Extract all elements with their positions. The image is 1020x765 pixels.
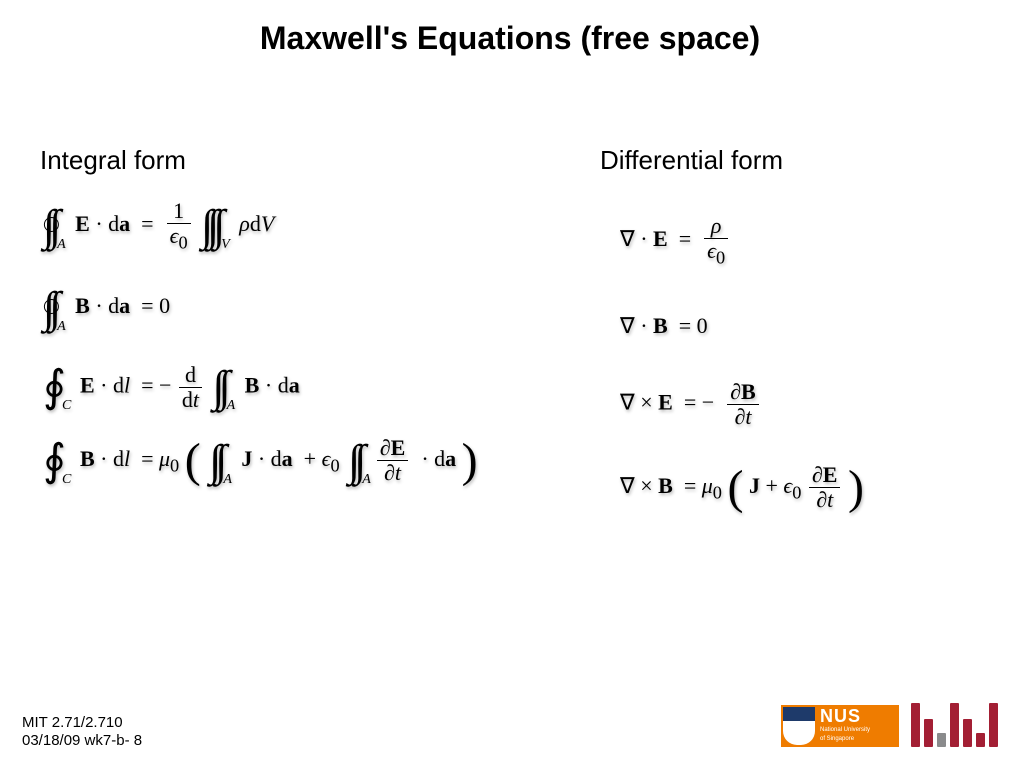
nus-logo-subtext-2: of Singapore bbox=[820, 736, 870, 743]
mit-logo bbox=[911, 703, 998, 747]
mit-logo-bar bbox=[911, 703, 920, 747]
nus-logo-text: NUS bbox=[820, 707, 870, 725]
left-column-heading-wrap: Integral form bbox=[40, 145, 600, 176]
faraday-law-integral: ∮C E · dl = − d dt ∫∫A B · da bbox=[40, 364, 580, 411]
gauss-law-magnetic-differential: ∇ · B = 0 bbox=[620, 315, 980, 337]
slide-footer: MIT 2.71/2.710 03/18/09 wk7-b- 8 bbox=[22, 714, 142, 750]
lecture-slide: Maxwell's Equations (free space) Integra… bbox=[0, 0, 1020, 765]
gauss-law-electric-differential: ∇ · E = ρ ϵ0 bbox=[620, 215, 980, 267]
nus-crest-icon bbox=[783, 707, 815, 745]
mit-logo-bar bbox=[976, 733, 985, 747]
right-column-heading-wrap: Differential form bbox=[600, 145, 980, 176]
footer-course: MIT 2.71/2.710 bbox=[22, 714, 142, 732]
mit-logo-bar bbox=[963, 719, 972, 747]
ampere-maxwell-law-differential: ∇ × B = μ0 ( J + ϵ0 ∂E ∂t ) bbox=[620, 464, 980, 512]
nus-logo-subtext-1: National University bbox=[820, 727, 870, 734]
mit-logo-bar bbox=[950, 703, 959, 747]
ampere-maxwell-law-integral: ∮C B · dl = μ0 ( ∫∫A J · da + ϵ0 ∫∫A ∂E … bbox=[40, 437, 580, 485]
differential-equations: ∇ · E = ρ ϵ0 ∇ · B = 0 ∇ × E = − ∂B ∂t ∇… bbox=[620, 215, 980, 512]
gauss-law-electric-integral: ∫∫A E · da = 1 ϵ0 ∫∫∫V ρdV bbox=[40, 200, 580, 252]
differential-form-heading: Differential form bbox=[600, 145, 783, 175]
mit-logo-bar bbox=[924, 719, 933, 747]
integral-equations: ∫∫A E · da = 1 ϵ0 ∫∫∫V ρdV ∫∫A B · da = … bbox=[40, 200, 580, 485]
mit-logo-bar bbox=[937, 733, 946, 747]
mit-logo-bar bbox=[989, 703, 998, 747]
gauss-law-magnetic-integral: ∫∫A B · da = 0 bbox=[40, 286, 580, 330]
integral-form-heading: Integral form bbox=[40, 145, 186, 175]
footer-date: 03/18/09 wk7-b- 8 bbox=[22, 732, 142, 750]
nus-logo: NUS National University of Singapore bbox=[781, 705, 899, 747]
faraday-law-differential: ∇ × E = − ∂B ∂t bbox=[620, 381, 980, 428]
logo-strip: NUS National University of Singapore bbox=[781, 703, 998, 747]
slide-title: Maxwell's Equations (free space) bbox=[0, 20, 1020, 57]
